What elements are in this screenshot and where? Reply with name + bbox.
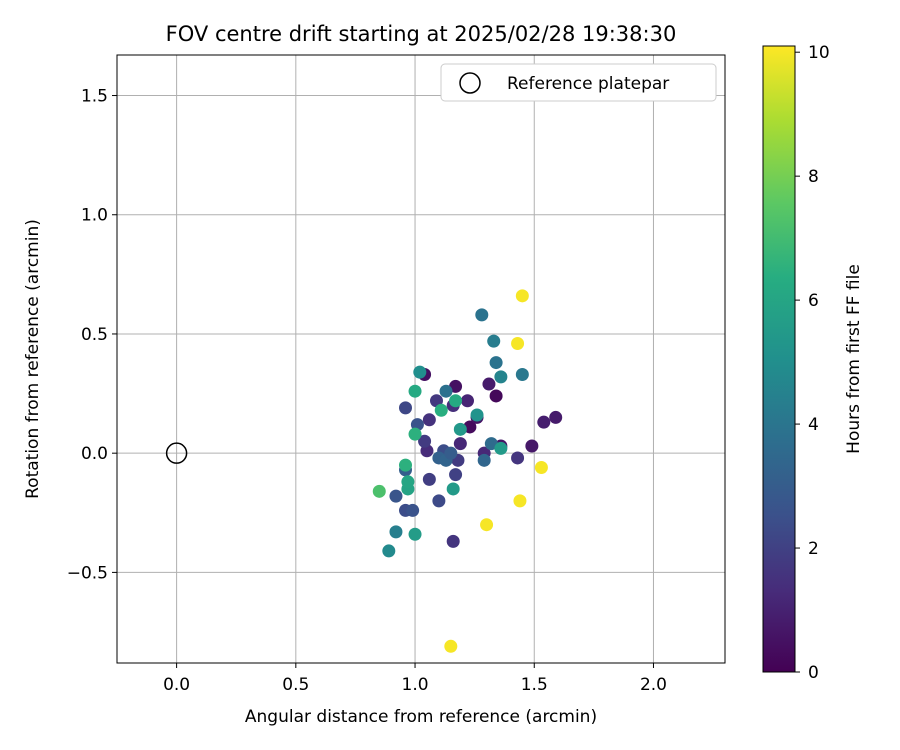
- legend-box: [440, 63, 717, 102]
- data-point: [482, 377, 496, 391]
- x-axis-ticks: 0.0 0.5 1.0 1.5 2.0: [163, 663, 667, 695]
- legend-reference-marker: [459, 72, 481, 94]
- data-point: [444, 639, 458, 653]
- data-point: [549, 410, 563, 424]
- data-point: [439, 384, 453, 398]
- x-tick-label: 0.5: [282, 675, 309, 695]
- colorbar-tick-label: 0: [808, 663, 819, 683]
- colorbar-label: Hours from first FF file: [844, 264, 864, 454]
- data-point: [449, 394, 463, 408]
- data-point: [515, 367, 529, 381]
- data-point: [399, 401, 413, 415]
- legend: Reference platepar: [440, 63, 717, 102]
- data-point: [406, 503, 420, 517]
- reference-marker: [165, 442, 188, 464]
- y-tick-label: −0.5: [67, 563, 108, 583]
- data-point: [408, 427, 422, 441]
- colorbar-ticks: 0 2 4 6 8 10: [795, 43, 830, 683]
- data-point: [480, 518, 494, 532]
- colorbar-tick-label: 6: [808, 291, 819, 311]
- data-point: [408, 527, 422, 541]
- data-point: [418, 434, 432, 448]
- y-tick-label: 1.0: [81, 206, 108, 226]
- data-point: [489, 356, 503, 370]
- colorbar-tick-label: 2: [808, 539, 819, 559]
- y-tick-label: 0.0: [81, 444, 108, 464]
- x-tick-label: 1.5: [521, 675, 548, 695]
- data-point: [446, 534, 460, 548]
- data-point: [470, 408, 484, 422]
- data-points: [372, 289, 563, 653]
- data-point: [515, 289, 529, 303]
- axes-frame: [116, 54, 726, 664]
- data-point: [453, 422, 467, 436]
- data-point: [401, 475, 415, 489]
- data-point: [537, 415, 551, 429]
- data-point: [372, 484, 386, 498]
- data-point: [422, 472, 436, 486]
- data-point: [494, 370, 508, 384]
- y-tick-label: 0.5: [81, 325, 108, 345]
- x-axis-label: Angular distance from reference (arcmin): [245, 707, 597, 727]
- data-point: [408, 384, 422, 398]
- colorbar-tick-label: 4: [808, 415, 819, 435]
- data-point: [460, 394, 474, 408]
- data-point: [399, 458, 413, 472]
- colorbar-tick-label: 10: [808, 43, 830, 63]
- y-tick-label: 1.5: [81, 87, 108, 107]
- x-tick-label: 2.0: [640, 675, 667, 695]
- data-point: [382, 544, 396, 558]
- data-point: [422, 413, 436, 427]
- chart-title: FOV centre drift starting at 2025/02/28 …: [166, 22, 677, 46]
- colorbar-tick-label: 8: [808, 167, 819, 187]
- y-axis-label: Rotation from reference (arcmin): [23, 219, 43, 499]
- data-point: [413, 365, 427, 379]
- data-point: [389, 489, 403, 503]
- x-tick-label: 0.0: [163, 675, 190, 695]
- reference-marker-group: [165, 442, 188, 464]
- data-point: [489, 389, 503, 403]
- data-point: [525, 439, 539, 453]
- data-point: [475, 308, 489, 322]
- data-point: [434, 403, 448, 417]
- data-point: [534, 460, 548, 474]
- x-tick-label: 1.0: [402, 675, 429, 695]
- data-point: [389, 525, 403, 539]
- data-point: [449, 468, 463, 482]
- colorbar: [762, 45, 796, 673]
- data-point: [487, 334, 501, 348]
- data-point: [511, 451, 525, 465]
- data-point: [446, 482, 460, 496]
- y-axis-ticks: −0.5 0.0 0.5 1.0 1.5: [67, 87, 117, 583]
- data-point: [453, 437, 467, 451]
- data-point: [444, 446, 458, 460]
- data-point: [494, 441, 508, 455]
- legend-label-reference: Reference platepar: [507, 74, 669, 94]
- data-point: [477, 453, 491, 467]
- data-point: [513, 494, 527, 508]
- data-point: [432, 494, 446, 508]
- data-point: [511, 337, 525, 351]
